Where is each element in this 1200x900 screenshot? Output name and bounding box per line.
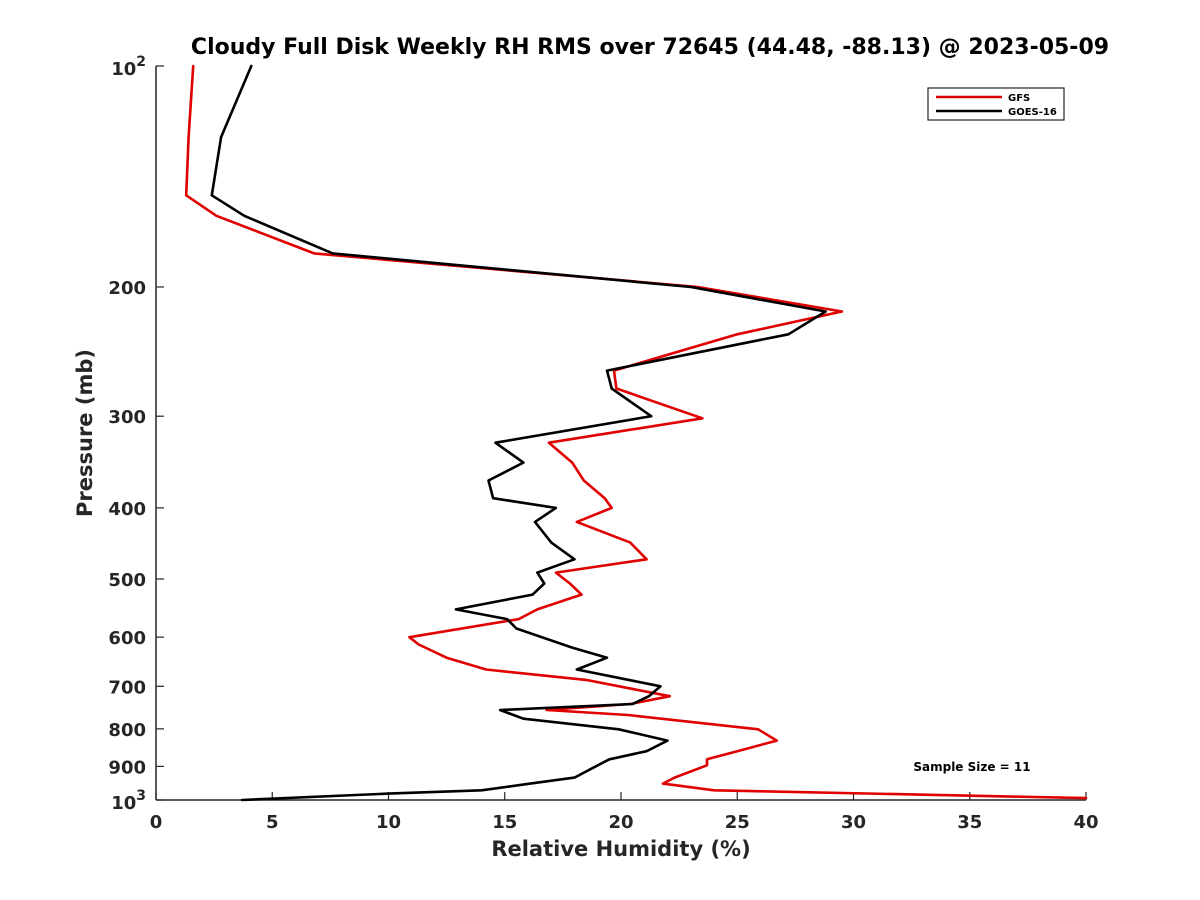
x-tick-label: 5 [266,812,279,833]
y-decade-tick-label: 103 [111,788,146,814]
y-decade-tick-label: 102 [111,54,146,80]
chart-title: Cloudy Full Disk Weekly RH RMS over 7264… [191,35,1109,60]
axes: 0 5 10 15 20 25 30 35 40 200 300 400 500 600 700 800 900… [108,54,1098,833]
sample-size-annotation: Sample Size = 11 [913,760,1030,774]
legend: GFS GOES-16 [927,87,1065,121]
y-tick-label: 600 [108,628,146,649]
series-line-goes-16 [210,64,827,802]
y-tick-label: 200 [108,278,146,299]
x-tick-label: 15 [492,812,517,833]
y-tick-label: 300 [108,407,146,428]
x-tick-label: 40 [1073,812,1098,833]
y-tick-label: 700 [108,677,146,698]
x-tick-label: 25 [725,812,750,833]
legend-entry-label: GOES-16 [1008,107,1057,118]
x-tick-label: 0 [150,812,163,833]
y-tick-label: 400 [108,499,146,520]
legend-entry-label: GFS [1008,93,1030,104]
x-tick-label: 30 [841,812,866,833]
x-tick-label: 10 [376,812,401,833]
series-line-gfs [184,64,1088,800]
y-tick-label: 800 [108,720,146,741]
series-layer [184,64,1088,802]
x-tick-label: 35 [957,812,982,833]
y-tick-label: 500 [108,570,146,591]
x-tick-label: 20 [608,812,633,833]
y-tick-label: 900 [108,757,146,778]
legend-box [927,87,1065,121]
x-axis-label: Relative Humidity (%) [491,837,750,861]
y-axis-label: Pressure (mb) [73,349,97,517]
